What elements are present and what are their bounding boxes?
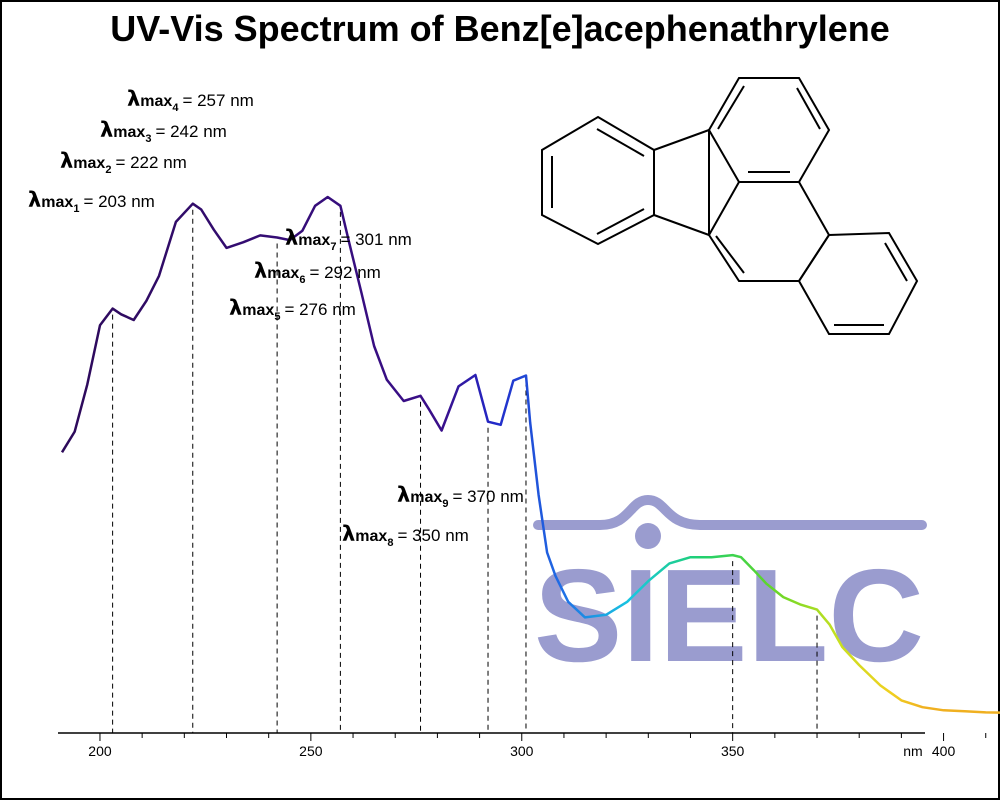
logo-swoosh (533, 494, 927, 530)
spectrum-curve (60, 195, 1000, 714)
peak-label: λmax1 = 203 nm (28, 188, 155, 215)
peak-label: λmax9 = 370 nm (397, 483, 524, 510)
peak-label: λmax4 = 257 nm (127, 87, 254, 114)
peak-label: λmax3 = 242 nm (100, 118, 227, 145)
x-tick-label: 350 (721, 743, 745, 759)
sielc-logo: SIELC (533, 494, 927, 689)
chart-title: UV-Vis Spectrum of Benz[e]acephenathryle… (110, 8, 890, 49)
logo-dot (635, 523, 661, 549)
peak-label: λmax2 = 222 nm (60, 149, 187, 176)
peak-label: λmax8 = 350 nm (342, 522, 469, 549)
peak-droplines (112, 209, 818, 733)
x-axis-unit-label: nm (903, 743, 922, 759)
x-tick-label: 400 (932, 743, 956, 759)
molecule-structure (541, 77, 919, 335)
peak-label: λmax6 = 292 nm (254, 259, 381, 286)
x-axis-ticks: 200250300350400450500550nm (88, 733, 987, 759)
x-tick-label: 300 (510, 743, 534, 759)
peak-label: λmax5 = 276 nm (229, 296, 356, 323)
peak-labels: λmax1 = 203 nm λmax2 = 222 nm λmax3 = 242 nm λ… (28, 87, 524, 549)
x-tick-label: 250 (299, 743, 323, 759)
peak-label: λmax7 = 301 nm (285, 226, 412, 253)
x-tick-label: 200 (88, 743, 112, 759)
